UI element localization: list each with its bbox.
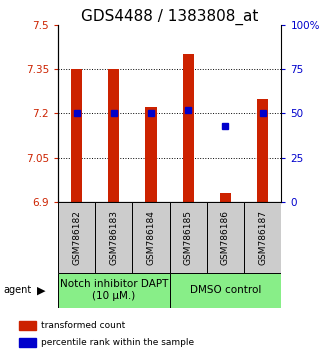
Text: GSM786182: GSM786182 [72,210,81,265]
Bar [108,69,119,202]
Bar [183,54,194,202]
Bar [19,321,36,330]
Bar [58,273,169,308]
Bar [58,202,95,273]
Bar [169,202,207,273]
Text: DMSO control: DMSO control [190,285,261,295]
Bar [145,107,157,202]
Bar [220,193,231,202]
Bar [19,338,36,347]
Text: GSM786183: GSM786183 [109,210,118,265]
Bar [71,69,82,202]
Text: agent: agent [3,285,31,295]
Bar [95,202,132,273]
Text: ▶: ▶ [37,285,46,295]
Text: GSM786186: GSM786186 [221,210,230,265]
Bar [257,98,268,202]
Bar [132,202,169,273]
Text: GSM786187: GSM786187 [258,210,267,265]
Bar [207,202,244,273]
Text: GSM786185: GSM786185 [184,210,193,265]
Text: transformed count: transformed count [41,321,125,330]
Text: GSM786184: GSM786184 [147,210,156,265]
Text: Notch inhibitor DAPT
(10 μM.): Notch inhibitor DAPT (10 μM.) [60,279,168,302]
Text: percentile rank within the sample: percentile rank within the sample [41,338,194,347]
Title: GDS4488 / 1383808_at: GDS4488 / 1383808_at [81,8,258,25]
Bar [169,273,281,308]
Bar [244,202,281,273]
